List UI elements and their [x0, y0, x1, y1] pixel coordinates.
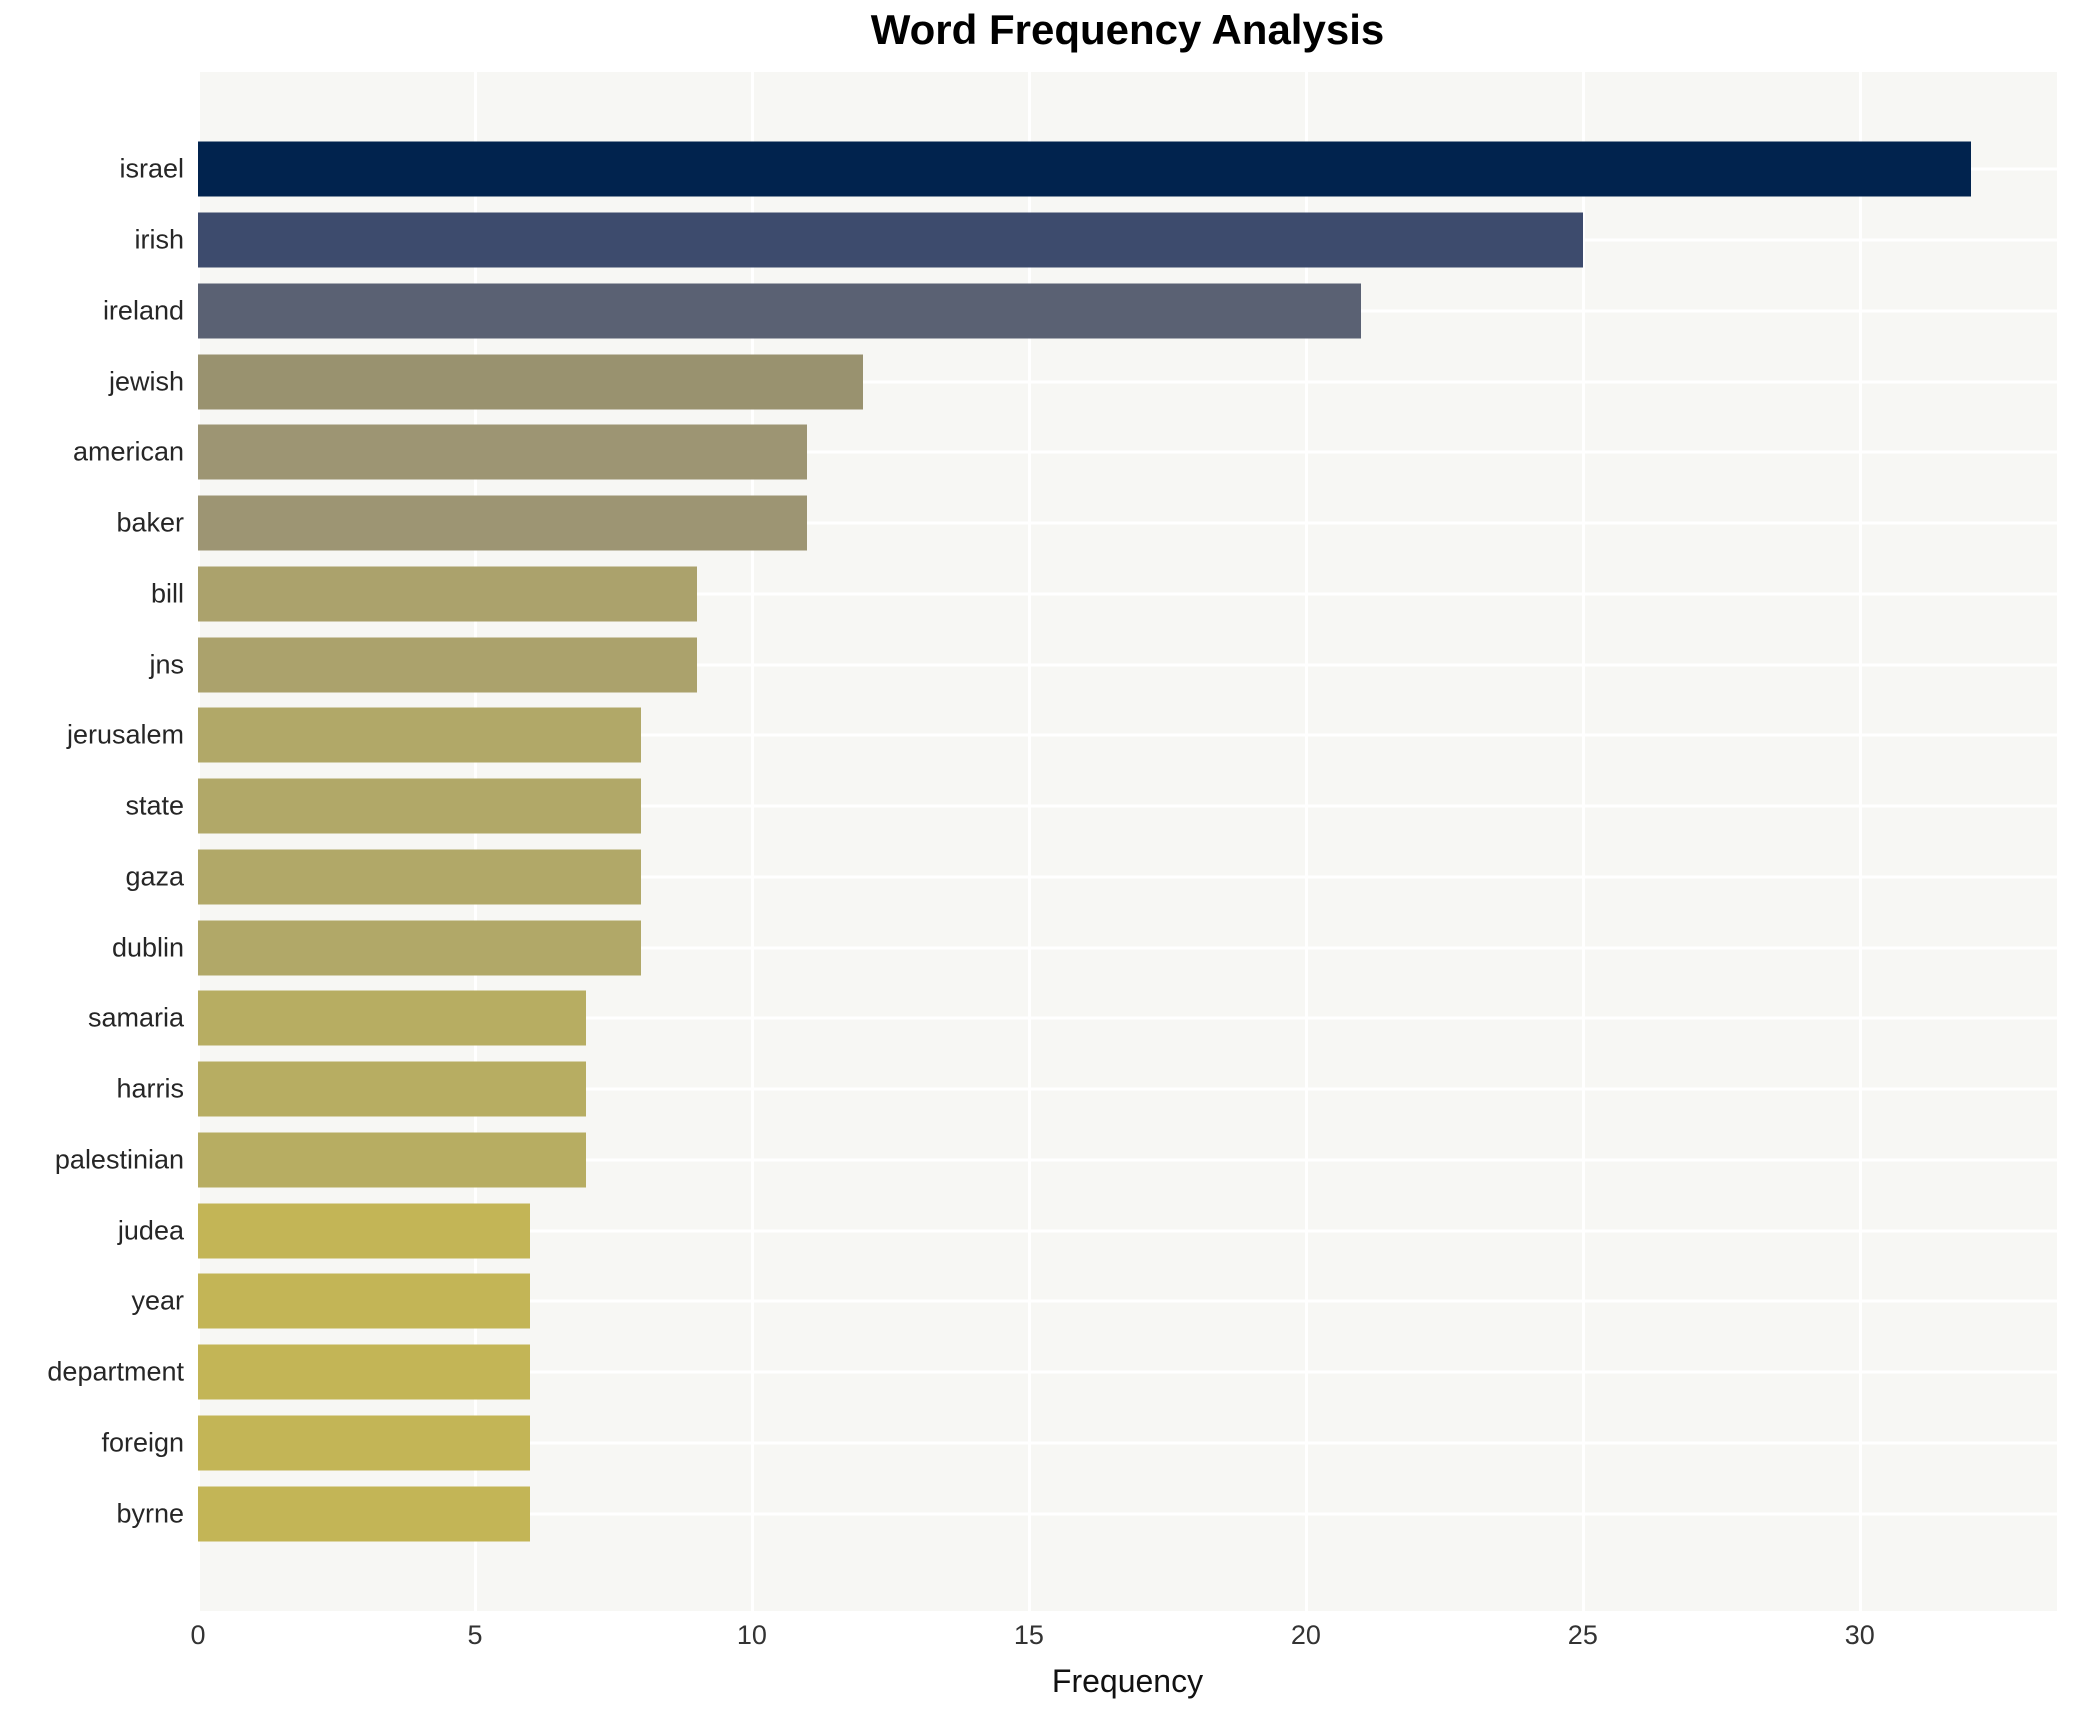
bar-label-department: department	[47, 1356, 184, 1387]
y-gridline	[198, 1158, 2057, 1162]
x-tick-label-15: 15	[1013, 1620, 1044, 1650]
bar-label-judea: judea	[117, 1215, 184, 1246]
x-tick-label-30: 30	[1844, 1620, 1875, 1650]
y-gridline	[198, 1299, 2057, 1303]
x-tick-label-10: 10	[736, 1620, 767, 1650]
bar-label-dublin: dublin	[111, 932, 184, 963]
bar-row-foreign: foreign	[101, 1408, 2057, 1479]
bar-jns	[198, 637, 697, 693]
bar-foreign	[198, 1415, 531, 1471]
bar-row-ireland: ireland	[103, 276, 2057, 347]
x-axis-tick-labels: 0 5 10 15 20 25 30	[190, 1620, 2057, 1654]
y-gridline	[198, 1512, 2057, 1516]
y-gridline	[198, 804, 2057, 808]
bar-byrne	[198, 1486, 531, 1542]
x-gridline-30	[1858, 72, 1862, 1611]
x-gridline-20	[1304, 72, 1308, 1611]
bar-label-bill: bill	[150, 578, 184, 609]
y-gridline	[198, 592, 2057, 596]
x-gridline-25	[1581, 72, 1585, 1611]
bar-department	[198, 1344, 531, 1400]
bar-row-jns: jns	[149, 629, 2057, 700]
bar-label-foreign: foreign	[101, 1427, 184, 1458]
bar-label-ireland: ireland	[102, 295, 184, 326]
bar-label-palestinian: palestinian	[54, 1144, 184, 1175]
bar-gaza	[198, 849, 642, 905]
y-gridline	[198, 1229, 2057, 1233]
bar-row-dublin: dublin	[112, 912, 2057, 983]
bar-row-baker: baker	[116, 488, 2057, 559]
bar-row-bill: bill	[151, 559, 2057, 630]
y-gridline	[198, 521, 2057, 525]
y-gridline	[198, 1016, 2057, 1020]
bar-label-samaria: samaria	[87, 1002, 184, 1033]
bar-row-judea: judea	[118, 1195, 2057, 1266]
bar-ireland	[198, 283, 1362, 339]
bar-rows: israel irish ireland jewish american baker bil…	[47, 72, 2057, 1611]
bar-label-jerusalem: jerusalem	[66, 719, 184, 750]
bar-row-harris: harris	[116, 1054, 2057, 1125]
chart-title: Word Frequency Analysis	[870, 6, 1385, 53]
y-gridline	[198, 663, 2057, 667]
bar-harris	[198, 1061, 586, 1117]
bar-label-israel: israel	[119, 153, 184, 184]
y-gridline	[198, 733, 2057, 737]
bar-row-year: year	[131, 1266, 2057, 1337]
bar-year	[198, 1273, 531, 1329]
bar-irish	[198, 212, 1583, 268]
bar-label-year: year	[131, 1285, 184, 1316]
x-gridline-0	[197, 72, 200, 1611]
x-tick-label-20: 20	[1290, 1620, 1321, 1650]
bar-state	[198, 778, 642, 834]
y-gridline	[198, 450, 2057, 454]
x-tick-label-5: 5	[467, 1620, 483, 1650]
bar-row-israel: israel	[119, 134, 2057, 205]
bar-israel	[198, 141, 1971, 197]
bar-row-jewish: jewish	[109, 346, 2057, 417]
y-gridline	[198, 1370, 2057, 1374]
bar-row-irish: irish	[134, 205, 2057, 276]
bar-label-gaza: gaza	[125, 861, 184, 892]
bar-baker	[198, 495, 808, 551]
bar-label-state: state	[125, 790, 184, 821]
x-axis-label: Frequency	[1051, 1663, 1204, 1699]
y-gridline	[198, 946, 2057, 950]
bar-row-gaza: gaza	[125, 842, 2057, 913]
bar-row-jerusalem: jerusalem	[67, 700, 2057, 771]
x-gridline-5	[473, 72, 477, 1611]
bar-label-harris: harris	[116, 1073, 184, 1104]
bar-row-palestinian: palestinian	[55, 1125, 2057, 1196]
bar-row-byrne: byrne	[116, 1478, 2057, 1549]
x-tick-label-25: 25	[1567, 1620, 1598, 1650]
bar-label-byrne: byrne	[116, 1498, 184, 1529]
bar-bill	[198, 566, 697, 622]
bar-label-irish: irish	[134, 224, 184, 255]
bar-american	[198, 424, 808, 480]
plot-area: israel irish ireland jewish american baker bil…	[47, 72, 2057, 1611]
x-gridline-10	[750, 72, 754, 1611]
x-gridline-15	[1027, 72, 1031, 1611]
bar-row-samaria: samaria	[88, 983, 2057, 1054]
bar-label-american: american	[72, 436, 184, 467]
bar-label-jewish: jewish	[108, 366, 184, 397]
bar-row-state: state	[125, 771, 2057, 842]
bar-palestinian	[198, 1132, 586, 1188]
bar-judea	[198, 1203, 531, 1259]
bar-label-baker: baker	[116, 507, 184, 538]
y-gridline	[198, 380, 2057, 384]
y-gridline	[198, 875, 2057, 879]
bar-jerusalem	[198, 707, 642, 763]
bar-label-jns: jns	[149, 649, 184, 680]
bar-samaria	[198, 990, 586, 1046]
y-gridline	[198, 1441, 2057, 1445]
x-tick-label-0: 0	[190, 1620, 206, 1650]
bar-row-american: american	[73, 417, 2057, 488]
y-gridline	[198, 1087, 2057, 1091]
bar-dublin	[198, 920, 642, 976]
bar-jewish	[198, 354, 863, 410]
bar-row-department: department	[47, 1337, 2057, 1408]
